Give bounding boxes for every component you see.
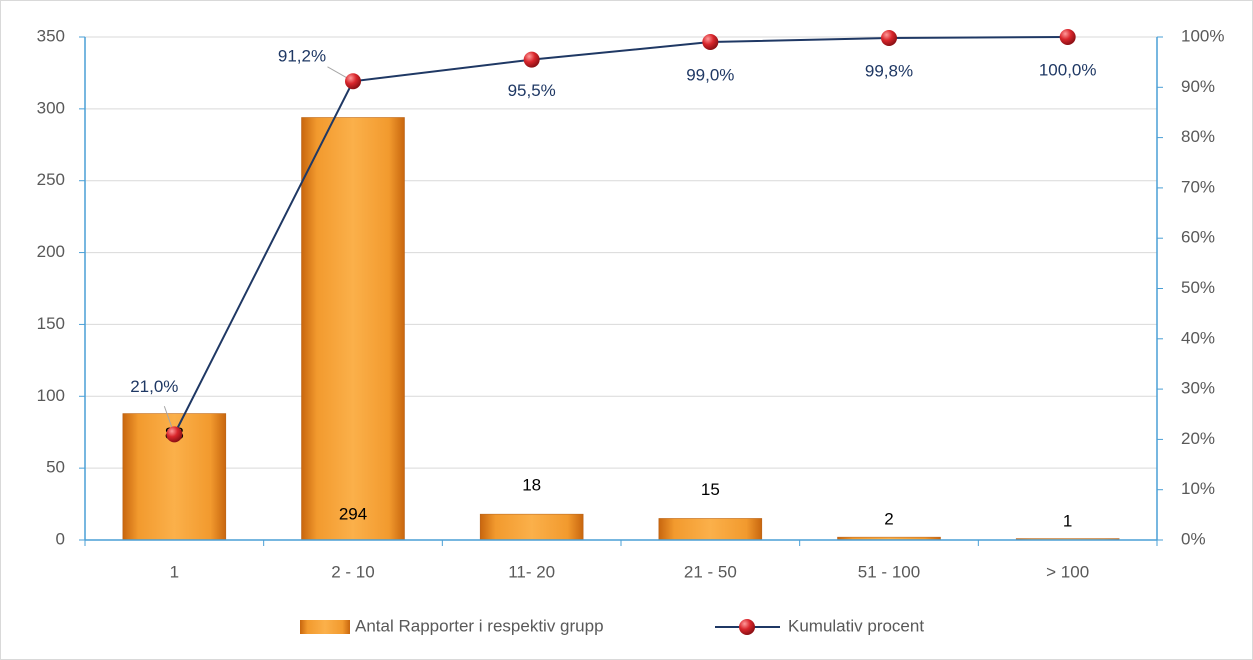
x-tick-label: 1 bbox=[170, 562, 179, 581]
x-tick-label: > 100 bbox=[1046, 562, 1089, 581]
x-tick-label: 11- 20 bbox=[508, 562, 555, 581]
y2-tick-label: 40% bbox=[1181, 328, 1215, 347]
bar bbox=[658, 518, 763, 541]
y2-tick-label: 90% bbox=[1181, 77, 1215, 96]
bar bbox=[479, 513, 584, 541]
y2-tick-label: 80% bbox=[1181, 127, 1215, 146]
y2-tick-label: 0% bbox=[1181, 529, 1206, 548]
y-tick-label: 150 bbox=[37, 314, 65, 333]
bar-value-label: 1 bbox=[1063, 511, 1072, 530]
bar-value-label: 2 bbox=[884, 509, 893, 528]
x-tick-label: 51 - 100 bbox=[858, 562, 920, 581]
y-tick-label: 250 bbox=[37, 170, 65, 189]
line bbox=[173, 36, 1068, 435]
legend-marker bbox=[739, 619, 755, 635]
line-marker bbox=[166, 426, 183, 443]
line-value-label: 99,8% bbox=[865, 61, 913, 80]
y2-tick-label: 30% bbox=[1181, 379, 1215, 398]
y-tick-label: 0 bbox=[56, 529, 65, 548]
line-value-label: 99,0% bbox=[686, 66, 734, 85]
bar-value-label: 294 bbox=[339, 504, 367, 523]
legend-label: Kumulativ procent bbox=[788, 616, 924, 635]
line-value-label: 95,5% bbox=[508, 81, 556, 100]
line-marker bbox=[881, 30, 897, 47]
y-tick-label: 100 bbox=[37, 386, 65, 405]
legend-label: Antal Rapporter i respektiv grupp bbox=[355, 616, 604, 635]
y-tick-label: 300 bbox=[37, 98, 65, 117]
bar-value-label: 15 bbox=[701, 480, 720, 499]
y2-tick-label: 70% bbox=[1181, 177, 1215, 196]
legend-swatch bbox=[300, 620, 350, 634]
line-marker bbox=[702, 34, 719, 51]
x-tick-label: 2 - 10 bbox=[331, 562, 374, 581]
y2-tick-label: 60% bbox=[1181, 228, 1215, 247]
line-value-label: 91,2% bbox=[278, 47, 326, 66]
line-marker bbox=[345, 73, 361, 90]
line-value-label: 21,0% bbox=[130, 377, 178, 396]
y2-tick-label: 20% bbox=[1181, 429, 1215, 448]
bar bbox=[301, 117, 405, 541]
line-value-label: 100,0% bbox=[1039, 60, 1097, 79]
y2-tick-label: 50% bbox=[1181, 278, 1215, 297]
bar-value-label: 18 bbox=[522, 476, 541, 495]
line-marker bbox=[1059, 29, 1076, 45]
y-tick-label: 200 bbox=[37, 242, 65, 261]
y2-tick-label: 100% bbox=[1181, 26, 1224, 45]
line-marker bbox=[523, 51, 540, 68]
x-tick-label: 21 - 50 bbox=[684, 562, 737, 581]
y-tick-label: 350 bbox=[37, 26, 65, 45]
y2-tick-label: 10% bbox=[1181, 479, 1215, 498]
y-tick-label: 50 bbox=[46, 458, 65, 477]
